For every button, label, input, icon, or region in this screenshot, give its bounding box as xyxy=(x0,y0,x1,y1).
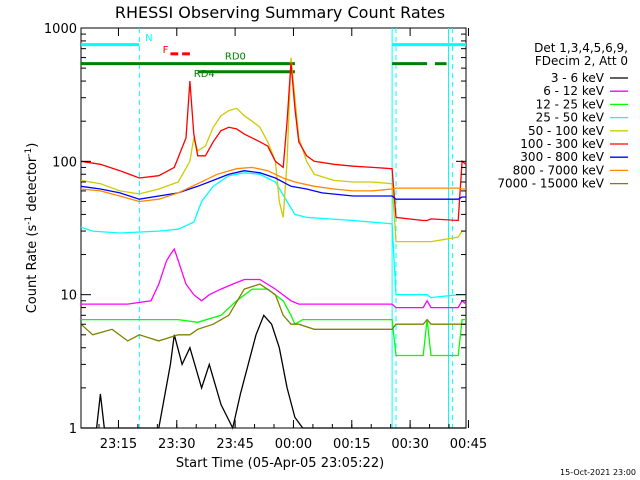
y-tick-label-2: 100 xyxy=(52,155,77,170)
x-tick-label-6: 00:45 xyxy=(450,437,487,452)
legend-header-0: Det 1,3,4,5,6,9, xyxy=(534,41,628,55)
chart-title: RHESSI Observing Summary Count Rates xyxy=(115,3,445,22)
legend-header-1: FDecim 2, Att 0 xyxy=(535,54,628,68)
series-line-1 xyxy=(81,247,467,309)
legend-label-7: 800 - 7000 keV xyxy=(513,163,605,177)
series-group xyxy=(80,57,467,430)
legend-label-6: 300 - 800 keV xyxy=(520,150,604,164)
legend-label-1: 6 - 12 keV xyxy=(543,84,605,98)
y-axis-label-end: ) xyxy=(25,143,40,148)
y-axis-label-mid: detector xyxy=(25,156,40,216)
vertical-markers xyxy=(138,28,453,428)
flag-label-rd0: RD0 xyxy=(225,52,246,63)
flag-label-f: F xyxy=(163,45,169,56)
x-tick-label-4: 00:15 xyxy=(333,437,370,452)
x-tick-label-1: 23:30 xyxy=(158,437,195,452)
series-line-7 xyxy=(80,166,466,203)
series-line-8 xyxy=(80,283,466,342)
footer-stamp: 15-Oct-2021 23:00 xyxy=(560,468,636,477)
series-line-6 xyxy=(80,170,466,200)
plot-frame xyxy=(80,27,467,429)
legend-label-4: 50 - 100 keV xyxy=(528,124,605,138)
x-tick-label-0: 23:15 xyxy=(100,437,137,452)
x-axis-label: Start Time (05-Apr-05 23:05:22) xyxy=(176,456,384,471)
x-tick-label-3: 00:00 xyxy=(275,437,312,452)
flag-label-rd4: RD4 xyxy=(194,69,215,80)
series-line-3 xyxy=(80,172,466,299)
series-line-2 xyxy=(81,288,466,357)
y-tick-label-1: 10 xyxy=(60,289,77,304)
x-axis-ticks: 23:15 23:30 23:45 00:00 00:15 00:30 00:45 xyxy=(98,28,487,452)
legend-label-2: 12 - 25 keV xyxy=(536,97,605,111)
series-line-5 xyxy=(80,62,467,222)
legend-label-5: 100 - 300 keV xyxy=(520,137,604,151)
series-line-0 xyxy=(81,314,466,430)
x-tick-label-2: 23:45 xyxy=(216,437,253,452)
y-axis-label-main: Count Rate (s xyxy=(25,225,40,314)
flag-label-n: N xyxy=(145,33,152,44)
series-line-4 xyxy=(80,57,466,243)
legend-label-0: 3 - 6 keV xyxy=(551,71,605,85)
y-axis-label-sup1: -1 xyxy=(24,216,34,225)
y-axis-label-sup2: -1 xyxy=(24,148,34,157)
y-tick-label-0: 1 xyxy=(69,422,77,437)
x-tick-label-5: 00:30 xyxy=(391,437,428,452)
flag-lines: NF RD0 RD4 xyxy=(81,33,466,80)
legend-label-8: 7000 - 15000 keV xyxy=(497,177,604,191)
y-axis-ticks: 1 10 100 1000 xyxy=(44,22,466,437)
y-tick-label-3: 1000 xyxy=(44,22,77,37)
y-axis-label: Count Rate (s-1 detector-1) xyxy=(24,143,40,314)
legend: Det 1,3,4,5,6,9,FDecim 2, Att 0 3 - 6 keV… xyxy=(497,41,628,191)
legend-label-3: 25 - 50 keV xyxy=(536,111,605,125)
